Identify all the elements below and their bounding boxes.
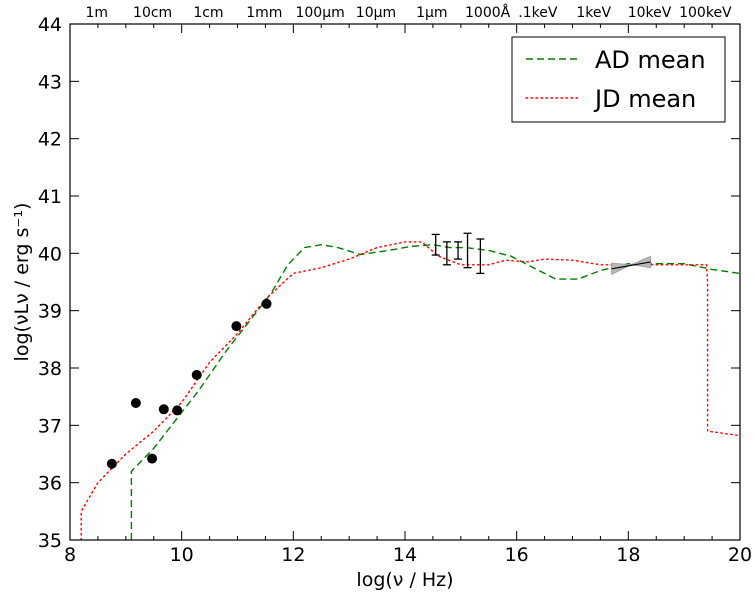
x-tick-label-5: 18 [616,544,640,566]
x-tick-label-4: 16 [505,544,529,566]
x-tick-label-1: 10 [170,544,194,566]
y-tick-label-4: 39 [38,301,62,323]
data-point-2 [147,453,158,464]
y-tick-label-1: 36 [38,473,62,495]
legend-label-1: JD mean [593,85,696,113]
y-axis-label: log(νLν / erg s⁻¹) [11,203,33,362]
data-point-5 [191,369,202,380]
top-axis-label-5: 10μm [356,5,396,21]
xray-bowtie-line [611,261,651,270]
top-axis-label-2: 1cm [193,5,223,21]
x-axis-label: log(ν / Hz) [356,569,453,591]
y-tick-label-0: 35 [38,530,62,552]
plot-series [80,232,740,540]
axis-ticks: 8 10 12 14 16 18 20 35 36 37 38 39 40 41 42 43 44 1m 10cm 1… [38,4,752,566]
x-tick-label-6: 20 [728,544,752,566]
series-line-0 [130,243,740,540]
legend: AD mean JD mean [511,36,726,123]
top-axis-label-6: 1μm [416,5,447,21]
legend-label-0: AD mean [595,46,706,74]
top-axis-label-3: 1mm [246,5,282,21]
legend-box [511,36,726,123]
top-axis-label-8: .1keV [518,5,558,21]
data-point-7 [261,298,272,309]
top-axis-label-0: 1m [86,5,109,21]
y-tick-label-6: 41 [38,186,62,208]
y-tick-label-3: 38 [38,358,62,380]
y-tick-label-9: 44 [38,14,62,36]
top-axis-label-10: 10keV [628,5,672,21]
x-tick-label-0: 8 [64,544,76,566]
y-tick-label-2: 37 [38,415,62,437]
x-tick-label-3: 14 [393,544,417,566]
top-axis-label-4: 100μm [295,5,344,21]
top-axis-label-7: 1000Å [465,4,511,21]
data-point-6 [231,321,242,332]
x-tick-label-2: 12 [281,544,305,566]
y-tick-label-7: 42 [38,129,62,151]
series-line-1 [80,241,740,540]
data-point-1 [130,397,141,408]
top-axis-label-9: 1keV [576,5,611,21]
plot-area [80,232,740,540]
y-tick-label-8: 43 [38,71,62,93]
data-point-4 [172,405,183,416]
data-point-3 [158,404,169,415]
data-point-0 [106,458,117,469]
top-axis-label-11: 100keV [679,5,732,21]
y-tick-label-5: 40 [38,243,62,265]
top-axis-label-1: 10cm [133,5,172,21]
